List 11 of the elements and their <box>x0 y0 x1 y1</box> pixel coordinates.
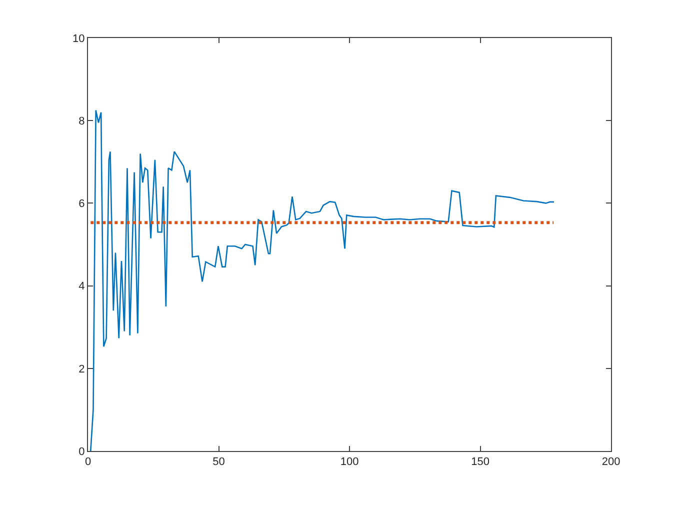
x-tick-label: 200 <box>602 456 620 468</box>
x-tick-label: 150 <box>471 456 490 468</box>
line-series <box>90 110 555 451</box>
y-tick-label: 10 <box>72 32 85 45</box>
y-tick-label: 6 <box>78 198 85 210</box>
x-tick-label: 100 <box>340 456 359 468</box>
y-tick-label: 2 <box>78 363 85 376</box>
y-tick-label: 0 <box>78 446 85 458</box>
y-tick-label: 8 <box>78 115 85 128</box>
x-tick-label: 50 <box>212 456 225 468</box>
y-tick-label: 4 <box>78 280 85 293</box>
